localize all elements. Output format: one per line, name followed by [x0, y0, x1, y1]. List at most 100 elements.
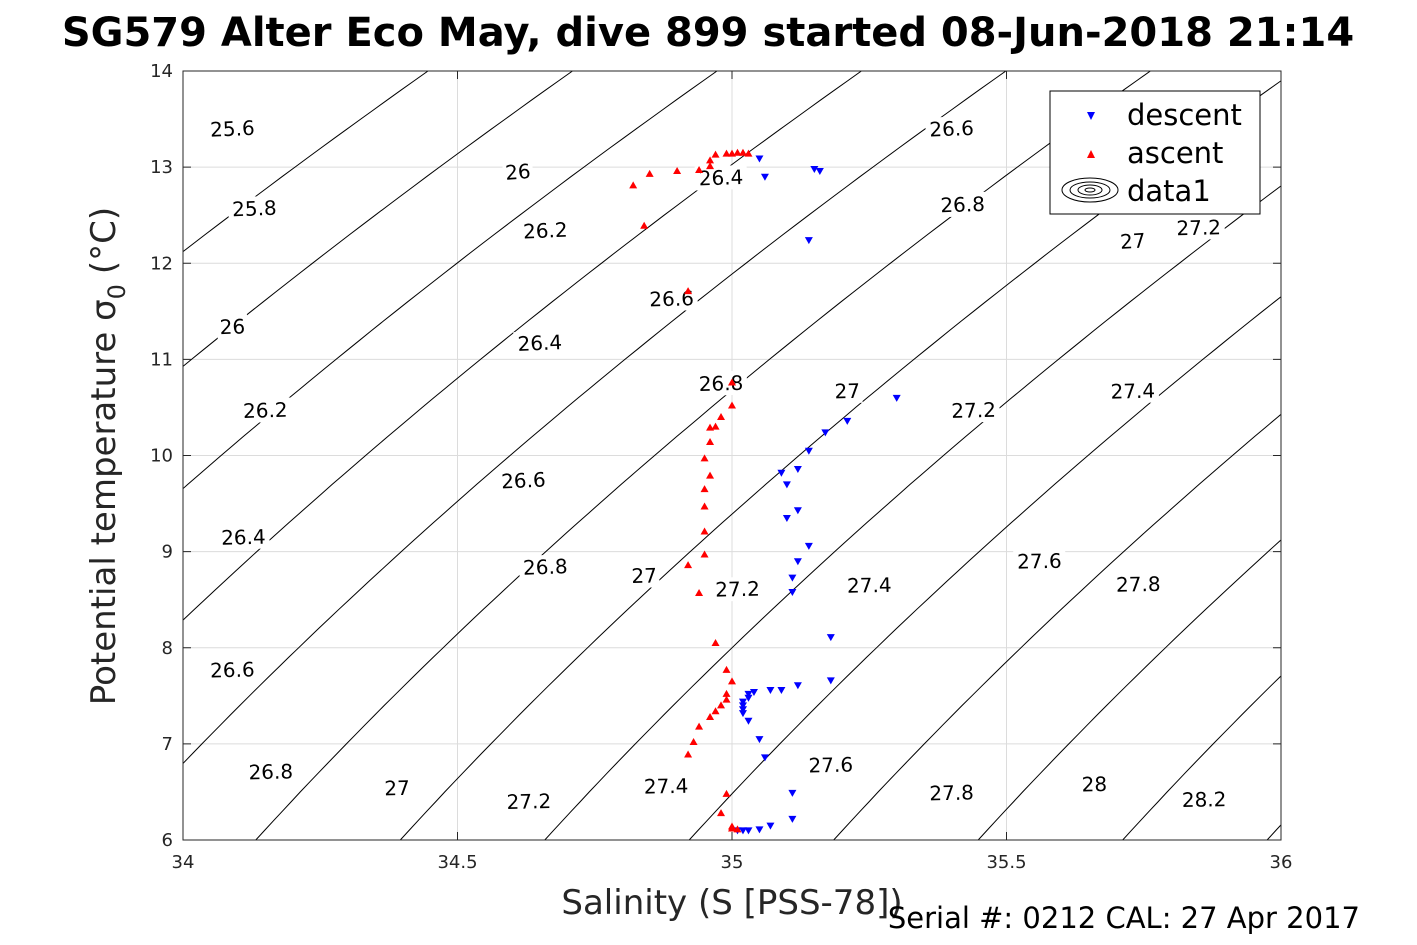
contour-label: 26.4 — [513, 329, 567, 357]
ascent-point — [700, 454, 709, 462]
data-points — [629, 148, 901, 835]
contour-label-text: 27.2 — [1176, 215, 1221, 240]
ascent-point — [629, 181, 638, 189]
ascent-point — [689, 737, 698, 745]
ascent-point — [722, 789, 731, 797]
descent-point — [793, 682, 802, 690]
contour-label-bg — [843, 572, 896, 598]
descent-point — [755, 155, 764, 163]
contour-label-text: 27 — [384, 776, 410, 801]
x-axis-ticks: 34 34.5 35 35.5 36 — [172, 71, 1292, 873]
descent-point — [788, 574, 797, 582]
contour-label-bg — [694, 370, 748, 397]
contour-label-text: 25.6 — [210, 116, 255, 142]
density-contours — [183, 23, 1417, 888]
contour-label-bg — [694, 164, 748, 191]
legend-descent-label: descent — [1127, 98, 1242, 132]
y-tick-label: 12 — [150, 253, 173, 274]
contour-label-text: 26.2 — [243, 398, 288, 423]
contour-label-bg — [1117, 228, 1149, 254]
y-axis-label-main: Potential temperature σ — [84, 299, 124, 705]
contour-label-text: 26.4 — [698, 165, 743, 190]
contour-label-text: 27.8 — [929, 780, 974, 805]
y-tick-label: 11 — [150, 349, 173, 370]
descent-point — [744, 717, 753, 725]
contour-label-bg — [518, 217, 572, 244]
contour-label: 27.6 — [804, 752, 858, 778]
ascent-point — [728, 401, 736, 409]
ascent-point — [717, 701, 726, 709]
contour-label: 25.6 — [205, 115, 259, 142]
contour-line — [688, 296, 1281, 840]
contour-label-text: 26.6 — [929, 116, 974, 142]
ascent-point — [722, 665, 731, 673]
y-axis-label-subscript: 0 — [103, 284, 131, 299]
contour-label: 27.6 — [1013, 548, 1066, 574]
contour-line — [833, 413, 1281, 840]
ascent-point — [700, 485, 709, 493]
serial-cal-footer: Serial #: 0212 CAL: 27 Apr 2017 — [888, 901, 1360, 935]
contour-label: 26.4 — [217, 524, 270, 550]
descent-point — [804, 237, 813, 245]
ascent-point — [700, 550, 709, 558]
descent-point — [843, 417, 852, 425]
ascent-point — [706, 162, 715, 170]
contour-label: 28 — [1079, 771, 1110, 797]
contour-label-bg — [217, 524, 270, 550]
descent-point — [766, 822, 775, 830]
descent-point — [738, 827, 747, 835]
contour-line — [1122, 675, 1281, 840]
contour-label-bg — [227, 195, 281, 222]
contour-label: 26.6 — [496, 467, 550, 494]
contour-label-bg — [1106, 378, 1160, 404]
contour-label-text: 26.4 — [517, 330, 563, 356]
x-tick-label: 35 — [721, 852, 744, 873]
contour-label-text: 27.6 — [1017, 549, 1062, 574]
contour-label-text: 26.6 — [210, 657, 255, 682]
contour-label: 26 — [502, 158, 534, 185]
x-tick-label: 34.5 — [437, 852, 477, 873]
ascent-point — [711, 638, 720, 646]
contour-line — [1369, 23, 1417, 888]
descent-point — [777, 687, 786, 695]
y-axis-label: Potential temperature σ0 (°C) — [84, 207, 131, 705]
contour-label-bg — [518, 554, 572, 580]
contour-label-text: 27 — [631, 563, 657, 588]
ascent-point — [711, 422, 720, 430]
x-axis-label: Salinity (S [PSS-78]) — [561, 883, 902, 923]
ascent-point — [722, 689, 731, 697]
x-tick-label: 34 — [172, 852, 195, 873]
ascent-point — [706, 471, 715, 479]
contour-label: 27.2 — [502, 788, 556, 815]
contour-label-bg — [502, 788, 556, 815]
descent-point — [755, 826, 764, 834]
legend: descent ascent data1 — [1049, 90, 1261, 215]
descent-point — [892, 394, 901, 402]
contour-label: 25.8 — [227, 195, 281, 222]
contour-label: 27.2 — [947, 397, 1000, 424]
contour-line — [255, 71, 1152, 840]
ascent-point — [695, 722, 704, 730]
ascent-point — [706, 156, 715, 164]
descent-point — [766, 687, 775, 695]
descent-point — [760, 173, 769, 181]
y-tick-label: 13 — [150, 157, 173, 178]
contour-line — [183, 71, 1007, 765]
contour-label: 26.6 — [645, 286, 698, 312]
legend-box — [1049, 90, 1261, 215]
contour-label: 27.4 — [843, 572, 896, 598]
y-tick-label: 6 — [162, 830, 173, 851]
descent-point — [788, 815, 797, 823]
descent-point — [755, 736, 764, 744]
descent-point — [804, 542, 813, 550]
contour-label-text: 26.2 — [523, 218, 569, 244]
contour-label-text: 26.8 — [248, 759, 293, 784]
contour-label-text: 27.8 — [1116, 572, 1161, 597]
contour-label-text: 25.8 — [232, 196, 277, 222]
y-axis-label-unit: (°C) — [84, 207, 124, 274]
contour-label: 26.4 — [694, 164, 748, 191]
contour-label-bg — [1079, 771, 1110, 797]
contour-label-bg — [925, 115, 979, 142]
legend-ascent-label: ascent — [1127, 136, 1223, 170]
ascent-point — [728, 149, 736, 157]
